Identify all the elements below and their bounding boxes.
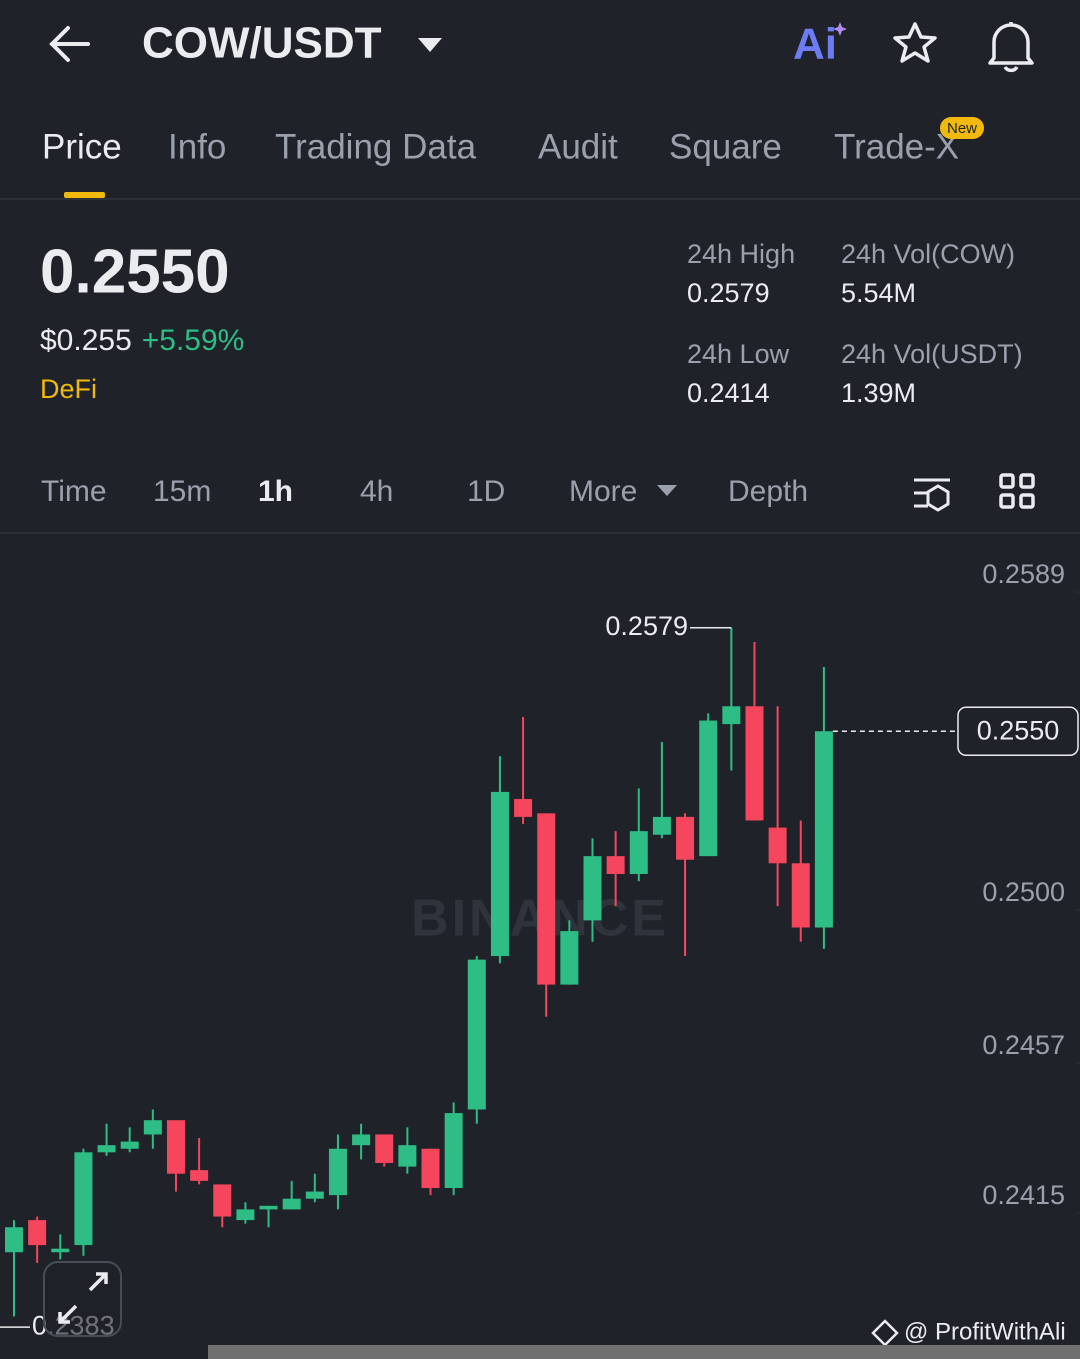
max-label: 0.2579 [605, 611, 688, 641]
candle-body [467, 959, 486, 1110]
scrollbar [208, 1345, 1080, 1359]
candle-body [583, 856, 602, 921]
candle-body [74, 1152, 93, 1246]
y-tick-label: 0.2500 [982, 877, 1065, 907]
candle-body [51, 1248, 70, 1253]
active-tab-indicator [64, 192, 105, 198]
interval[interactable]: Depth [728, 475, 808, 508]
tab[interactable]: Trading Data [275, 127, 477, 166]
pair-dropdown[interactable] [418, 38, 442, 52]
candle-body [814, 731, 833, 928]
candle-body [791, 863, 810, 928]
tab[interactable]: Square [669, 127, 782, 166]
candle-body [699, 720, 718, 857]
fullscreen-icon [58, 1272, 108, 1324]
favorite-button[interactable] [893, 22, 937, 63]
candle-body [398, 1145, 417, 1167]
fiat-value: $0.255 [40, 324, 132, 357]
ai-button[interactable]: Ai [793, 20, 837, 69]
candle-body [28, 1220, 47, 1246]
tab[interactable]: Trade-X [834, 127, 959, 166]
stat-value: 0.2579 [687, 278, 770, 308]
ai-sparkle [833, 22, 847, 36]
new-badge [940, 117, 984, 139]
pair-title[interactable]: COW/USDT [142, 19, 382, 68]
indicator-settings-gear [926, 484, 950, 512]
candle-body [629, 831, 648, 874]
interval[interactable]: 1D [467, 475, 505, 508]
tab[interactable]: Audit [538, 127, 618, 166]
candle-body [143, 1120, 162, 1135]
change: +5.59% [142, 324, 245, 357]
interval[interactable]: 4h [360, 475, 393, 508]
last-price-box [957, 706, 1079, 757]
stat-label: 24h High [687, 239, 795, 269]
y-tick-label: 0.2457 [982, 1030, 1065, 1060]
alert-button[interactable] [988, 22, 1034, 73]
candle-body [676, 816, 695, 860]
candle-body [328, 1148, 347, 1196]
stat-value: 5.54M [841, 278, 916, 308]
last-price-label: 0.2550 [977, 715, 1060, 745]
candle-body [120, 1141, 139, 1149]
interval[interactable]: 15m [153, 475, 211, 508]
candle-body [213, 1184, 232, 1217]
interval[interactable]: More [569, 475, 637, 508]
stat-value: 1.39M [841, 378, 916, 408]
interval[interactable]: Time [41, 475, 107, 508]
y-tick-label: 0.2589 [982, 559, 1065, 589]
candle-body [259, 1205, 278, 1210]
last-price: 0.2550 [40, 237, 230, 306]
candle-body [514, 799, 533, 817]
candle-body [537, 813, 556, 985]
candle-body [97, 1145, 116, 1153]
candle-body [5, 1227, 23, 1253]
candle-body [282, 1198, 301, 1210]
more-dropdown [657, 485, 677, 496]
tab[interactable]: Info [168, 127, 226, 166]
candle-body [606, 856, 625, 874]
interval[interactable]: 1h [258, 475, 293, 508]
y-tick-label: 0.2415 [982, 1180, 1065, 1210]
fiat-price: $0.255 +5.59% [40, 324, 244, 357]
candle-body [490, 791, 509, 957]
candle-body [421, 1148, 440, 1188]
stat-value: 0.2414 [687, 378, 770, 408]
candle-body [722, 706, 741, 725]
stat-label: 24h Vol(COW) [841, 239, 1015, 269]
candle-body [305, 1191, 324, 1199]
candle-body [768, 827, 787, 864]
candle-body [560, 931, 579, 985]
back-button[interactable] [49, 26, 90, 62]
candle-body [745, 706, 764, 821]
candle-body [190, 1170, 209, 1181]
stat-label: 24h Vol(USDT) [841, 339, 1023, 369]
category-tag[interactable]: DeFi [40, 374, 97, 404]
candle-body [652, 816, 671, 835]
fullscreen-button[interactable] [43, 1261, 122, 1337]
candle-body [352, 1134, 371, 1146]
stat-label: 24h Low [687, 339, 790, 369]
candle-body [444, 1113, 463, 1188]
credit: @ ProfitWithAli [904, 1318, 1066, 1345]
tab[interactable]: Price [42, 127, 122, 166]
candle-body [375, 1134, 394, 1164]
candle-body [236, 1209, 255, 1221]
indicator-settings[interactable] [914, 478, 950, 508]
candle-body [166, 1120, 185, 1174]
chart: BINANCE0.25890.25000.24570.24150.25790.2… [0, 559, 1080, 1347]
layout-button[interactable] [999, 473, 1035, 509]
new-badge-label: New [947, 120, 977, 137]
